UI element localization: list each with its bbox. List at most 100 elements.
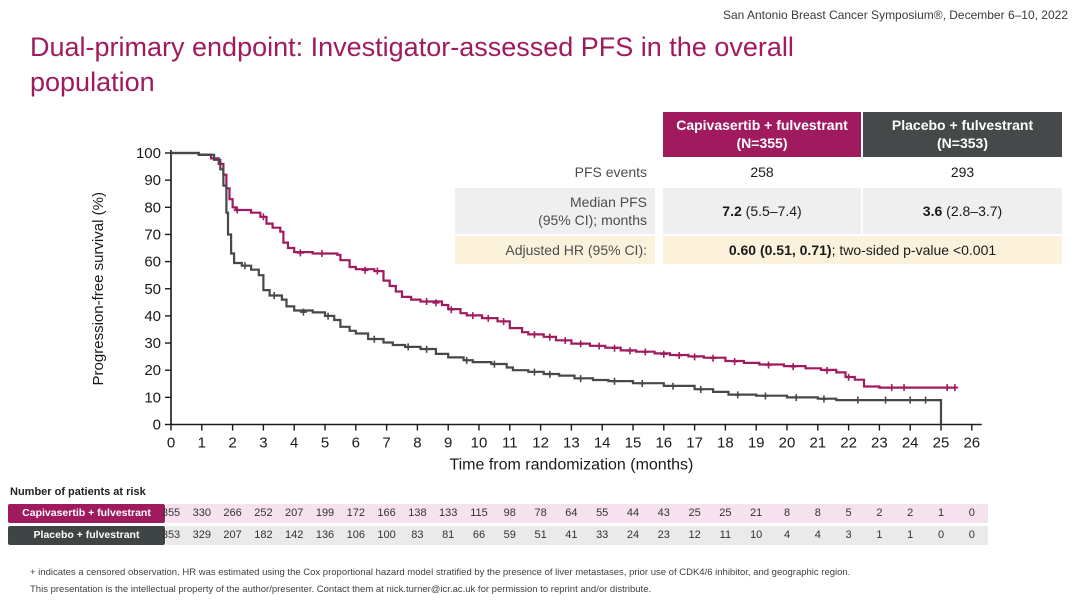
pfs-events-capivasertib: 258	[750, 164, 774, 180]
median-pfs-capivasertib-ci: (5.5–7.4)	[741, 203, 802, 219]
adjusted-hr-bold: 0.60 (0.51, 0.71)	[728, 242, 832, 258]
risk-count: 166	[377, 507, 396, 519]
risk-count: 1	[876, 529, 883, 541]
y-tick-label: 50	[144, 281, 161, 298]
x-tick-label: 7	[382, 435, 390, 452]
y-tick-label: 40	[144, 308, 161, 325]
footnotes: + indicates a censored observation. HR w…	[30, 564, 1050, 598]
risk-count: 78	[534, 507, 547, 519]
x-tick-label: 16	[655, 435, 672, 452]
x-tick-label: 18	[717, 435, 734, 452]
x-tick-label: 26	[963, 435, 980, 452]
risk-count: 25	[688, 507, 701, 519]
risk-count: 106	[346, 529, 365, 541]
median-pfs-placebo-value: 3.6	[922, 203, 943, 219]
risk-count: 12	[688, 529, 701, 541]
x-tick-label: 17	[686, 435, 703, 452]
y-tick-label: 0	[153, 417, 161, 434]
risk-counts-placebo: 353 329 207 182 142 136 106 100 83 81 66 59 51 41 33 24…	[162, 526, 988, 545]
risk-count: 24	[626, 529, 640, 541]
risk-count: 43	[657, 507, 670, 519]
x-tick-label: 15	[625, 435, 642, 452]
y-tick-label: 100	[136, 145, 161, 162]
risk-count: 3	[845, 529, 852, 541]
risk-count: 44	[626, 507, 640, 519]
y-tick-label: 30	[144, 335, 161, 352]
risk-count: 21	[750, 507, 763, 519]
x-tick-label: 19	[748, 435, 765, 452]
risk-count: 266	[223, 507, 242, 519]
y-tick-label: 70	[144, 226, 161, 243]
risk-count: 172	[346, 507, 365, 519]
risk-row-capivasertib: Capivasertib + fulvestrant 355 330 266 25 2 2…	[0, 504, 1080, 523]
risk-count: 330	[192, 507, 211, 519]
row-label-median-pfs: Median PFS (95% CI); months	[455, 188, 655, 234]
median-pfs-label-line1: Median PFS	[569, 194, 647, 210]
risk-label-placebo: Placebo + fulvestrant	[8, 526, 165, 545]
adjusted-hr-value: 0.60 (0.51, 0.71); two-sided p-value <0.…	[663, 236, 1062, 264]
x-tick-label: 22	[840, 435, 857, 452]
y-tick-label: 20	[144, 362, 161, 379]
risk-count: 98	[503, 507, 516, 519]
median-pfs-placebo: 3.6 (2.8–3.7)	[863, 188, 1062, 234]
risk-count: 182	[254, 529, 273, 541]
x-tick-label: 2	[228, 435, 236, 452]
risk-count: 1	[907, 529, 914, 541]
risk-count: 59	[503, 529, 516, 541]
risk-count: 1	[937, 507, 945, 519]
risk-count: 199	[315, 507, 335, 519]
row-label-adjusted-hr: Adjusted HR (95% CI):	[455, 236, 655, 264]
x-tick-label: 25	[933, 435, 950, 452]
median-pfs-capivasertib: 7.2 (5.5–7.4)	[663, 188, 861, 234]
risk-count: 25	[719, 507, 732, 519]
risk-label-capivasertib: Capivasertib + fulvestrant	[8, 504, 165, 523]
risk-counts-capivasertib: 355 330 266 25 2 207 199 172 166 138 133 115 98 78 64 5…	[162, 504, 988, 523]
x-tick-label: 13	[563, 435, 580, 452]
risk-count: 10	[750, 529, 763, 541]
x-tick-label: 5	[321, 435, 329, 452]
x-tick-label: 10	[471, 435, 488, 452]
x-tick-label: 23	[871, 435, 888, 452]
x-tick-label: 9	[444, 435, 452, 452]
risk-count: 4	[814, 529, 821, 541]
x-axis-title: Time from randomization (months)	[449, 457, 693, 474]
risk-count: 133	[439, 507, 458, 519]
risk-count: 55	[596, 507, 609, 519]
risk-count: 355	[161, 507, 181, 519]
risk-count: 5	[845, 507, 852, 519]
footnote-censoring-hr: + indicates a censored observation. HR w…	[30, 567, 851, 578]
risk-count: 33	[596, 529, 609, 541]
risk-count: 2	[907, 507, 914, 519]
page-title: Dual-primary endpoint: Investigator-asse…	[30, 32, 794, 97]
x-tick-label: 3	[259, 435, 267, 452]
risk-count: 207	[285, 507, 304, 519]
risk-count: 115	[470, 507, 488, 519]
y-tick-label: 90	[144, 172, 161, 189]
median-pfs-placebo-ci: (2.8–3.7)	[942, 203, 1003, 219]
row-label-pfs-events: PFS events	[574, 164, 647, 180]
risk-count: 329	[192, 529, 211, 541]
x-tick-label: 8	[413, 435, 421, 452]
risk-row-placebo: Placebo + fulvestrant 353 329 207 182 142 136…	[0, 526, 1080, 545]
risk-count: 0	[937, 529, 945, 541]
risk-count: 8	[814, 507, 821, 519]
symposium-header: San Antonio Breast Cancer Symposium®, De…	[722, 8, 1068, 22]
x-tick-label: 20	[779, 435, 796, 452]
x-tick-label: 6	[352, 435, 360, 452]
risk-count: 136	[315, 529, 335, 541]
risk-count: 81	[442, 529, 455, 541]
risk-count: 138	[408, 507, 427, 519]
x-tick-label: 12	[532, 435, 549, 452]
risk-count: 0	[968, 507, 975, 519]
risk-count: 142	[285, 529, 304, 541]
risk-count: 0	[968, 529, 975, 541]
x-tick-label: 21	[809, 435, 826, 452]
y-axis-title: Progression-free survival (%)	[90, 192, 107, 385]
risk-count: 64	[565, 507, 578, 519]
x-tick-label: 0	[167, 435, 175, 452]
results-header-placebo: Placebo + fulvestrant (N=353)	[863, 112, 1062, 157]
x-tick-label: 24	[902, 435, 919, 452]
x-tick-label: 4	[290, 435, 298, 452]
